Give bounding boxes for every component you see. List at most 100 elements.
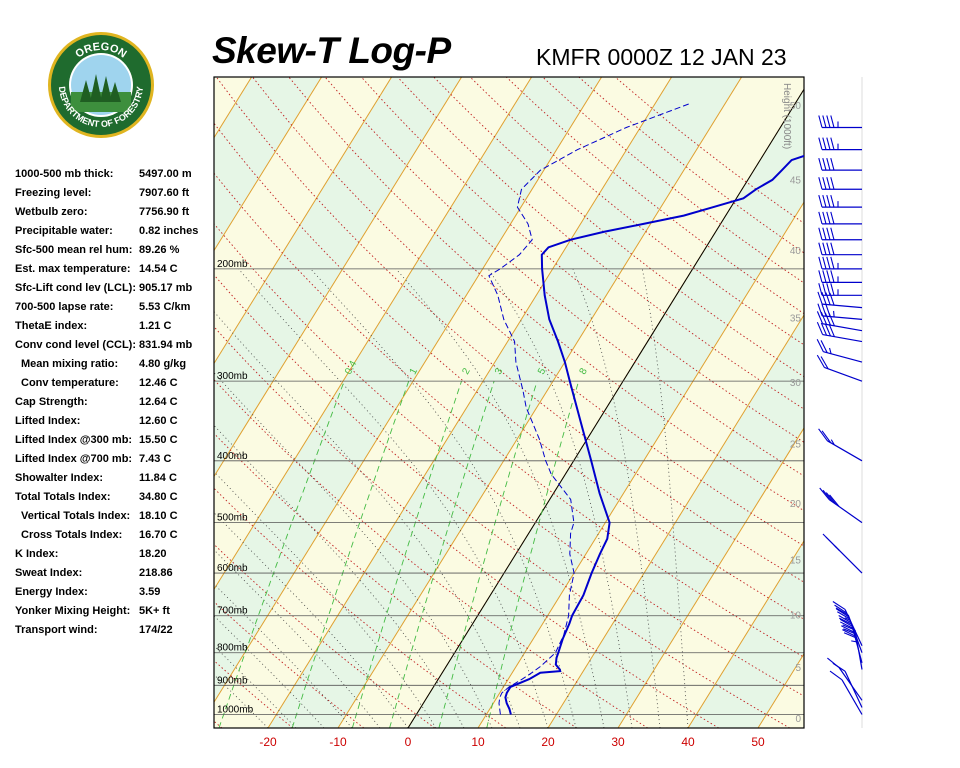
- stat-value: 7756.90 ft: [139, 206, 190, 218]
- wind-barb-half-feather: [830, 439, 835, 446]
- wind-barb-feather: [838, 617, 852, 625]
- wind-barb-feather: [822, 270, 827, 283]
- stat-row: Sfc-500 mean rel hum: 89.26 %: [15, 244, 215, 263]
- isotherm-line: [0, 77, 182, 728]
- wind-barb-staff: [822, 303, 863, 309]
- stat-label: Transport wind:: [15, 624, 98, 636]
- dry-adiabat-line: [214, 432, 578, 728]
- svg-text:OREGON: OREGON: [73, 41, 128, 61]
- stat-value: 218.86: [139, 567, 173, 579]
- wind-barb-feather: [821, 303, 827, 317]
- isotherm-line: [477, 201, 804, 728]
- dry-adiabat-line: [288, 77, 804, 512]
- wind-barb-feather: [822, 137, 827, 150]
- stat-row: Lifted Index: 12.60 C: [15, 415, 215, 434]
- stat-value: 12.64 C: [139, 396, 178, 408]
- chart-title: Skew-T Log-P: [212, 30, 451, 71]
- wind-barb-feather: [834, 604, 848, 614]
- stat-row: Sweat Index: 218.86: [15, 567, 215, 586]
- stat-value: 15.50 C: [139, 434, 178, 446]
- wind-barb-feather: [818, 177, 823, 190]
- stat-row: ThetaE index: 1.21 C: [15, 320, 215, 339]
- zero-isotherm-line: [407, 88, 804, 728]
- stat-value: 7.43 C: [139, 453, 172, 465]
- stat-row: Sfc-Lift cond lev (LCL): 905.17 mb: [15, 282, 215, 301]
- logo-top-text: OREGON: [73, 41, 128, 61]
- stat-row: Energy Index: 3.59: [15, 586, 215, 605]
- wind-barb: [818, 283, 862, 296]
- pressure-label: 300mb: [217, 371, 248, 382]
- wind-barb: [817, 291, 863, 309]
- stat-value: 14.54 C: [139, 263, 178, 275]
- mixing-ratio-label: 5: [536, 366, 549, 376]
- wind-barb-feather: [818, 270, 823, 283]
- wind-barb-staff: [822, 323, 863, 332]
- wind-barb-feather: [827, 657, 840, 668]
- height-tick-label: 5: [795, 663, 801, 674]
- wind-barb-feather: [829, 670, 843, 681]
- stat-value: 4.80 g/kg: [139, 358, 187, 370]
- wind-barb-feather: [826, 256, 831, 270]
- dry-adiabat-line: [252, 77, 804, 547]
- wind-barb-feather: [826, 137, 831, 150]
- wind-barb-feather: [818, 211, 823, 225]
- stat-row: Mean mixing ratio: 4.80 g/kg: [15, 358, 215, 377]
- pressure-label: 700mb: [217, 606, 248, 617]
- stat-label: Precipitable water:: [15, 225, 113, 237]
- pressure-label: 800mb: [217, 643, 248, 654]
- pressure-label: 500mb: [217, 513, 248, 524]
- mixing-ratio-line: [351, 381, 462, 728]
- moist-adiabat-line: [214, 645, 297, 728]
- wind-barb: [818, 194, 862, 208]
- wind-barb-feather: [822, 194, 827, 208]
- wind-barb-feather: [825, 536, 837, 548]
- height-tick-label: 35: [790, 314, 802, 325]
- wind-barb-feather: [821, 292, 827, 305]
- oregon-forestry-logo-icon: OREGON DEPARTMENT OF FORESTRY: [48, 32, 154, 138]
- mixing-ratio-label: 1: [408, 366, 421, 376]
- stat-label: ThetaE index:: [15, 320, 88, 332]
- wind-barb-staff: [822, 315, 863, 320]
- isotherm-line: [687, 539, 804, 728]
- wind-barb-staff: [823, 351, 863, 363]
- wind-barb-feather: [828, 324, 835, 337]
- wind-barb-feather: [818, 115, 823, 128]
- wind-barb: [832, 662, 863, 708]
- wind-barb-feather: [818, 242, 823, 255]
- wind-barb-staff: [841, 679, 863, 715]
- wind-barb-feather: [826, 177, 831, 190]
- plot-frame: [213, 76, 805, 729]
- wind-barb-feather: [818, 227, 823, 240]
- wind-barb-feather: [818, 137, 823, 150]
- wind-barb-feather: [824, 323, 831, 337]
- wind-barb-feather: [835, 607, 849, 616]
- wind-barb: [829, 670, 863, 715]
- reference-lines: [0, 77, 804, 728]
- stat-value: 12.60 C: [139, 415, 178, 427]
- wind-barb-feather: [841, 625, 854, 633]
- stat-label: Sweat Index:: [15, 567, 83, 579]
- isotherm-band: [268, 77, 742, 728]
- isotherm-line: [214, 77, 393, 365]
- x-tick-label: -10: [329, 735, 347, 749]
- wind-barb-staff: [844, 609, 863, 646]
- pressure-label: 900mb: [217, 675, 248, 686]
- wind-barb-feather: [840, 621, 853, 629]
- wind-barb-feather: [820, 311, 828, 325]
- stat-label: Conv cond level (CCL):: [15, 339, 137, 351]
- wind-barb-feather: [826, 227, 831, 240]
- stat-value: 0.82 inches: [139, 225, 199, 237]
- stat-row: Vertical Totals Index: 18.10 C: [15, 510, 215, 529]
- dry-adiabat-line: [324, 77, 804, 477]
- moist-adiabat-line: [214, 549, 381, 728]
- height-tick-label: 30: [790, 378, 802, 389]
- height-tick-label: 0: [795, 714, 801, 725]
- wind-barb-feather: [830, 115, 835, 128]
- stat-value: 7907.60 ft: [139, 187, 190, 199]
- wind-barb-feather: [816, 311, 824, 324]
- x-tick-label: 20: [541, 735, 555, 749]
- mixing-ratio-label: 8: [578, 366, 591, 376]
- wind-barb-feather: [830, 256, 835, 270]
- stat-label: Vertical Totals Index:: [21, 510, 131, 522]
